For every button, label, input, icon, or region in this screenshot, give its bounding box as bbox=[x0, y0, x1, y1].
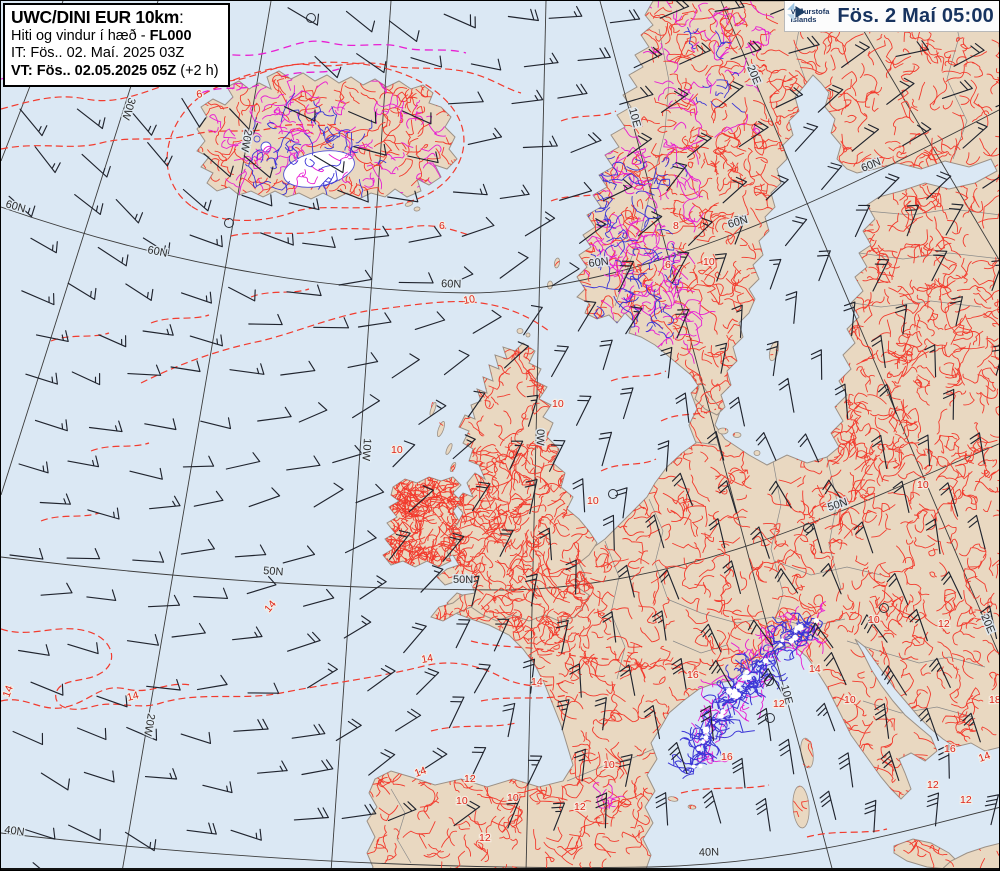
model-title: UWC/DINI EUR 10km: bbox=[11, 7, 184, 27]
isotherm-label: 16 bbox=[721, 751, 733, 763]
map-frame-bottom-bar bbox=[1, 868, 999, 870]
isotherm-label: 12 bbox=[479, 832, 491, 844]
graticule-label: 60N bbox=[4, 198, 27, 215]
isotherm-label: 14 bbox=[531, 676, 543, 688]
vedurstofa-logo-icon bbox=[786, 2, 805, 22]
isotherm-label: 12 bbox=[464, 773, 476, 785]
isotherm-label: 18 bbox=[989, 694, 1000, 706]
graticule-label: 60N bbox=[588, 256, 610, 270]
date-banner: Veðurstofa Íslands Fös. 2 Maí 05:00 bbox=[783, 1, 999, 32]
graticule-label: 60N bbox=[441, 278, 462, 291]
calm-station-circles bbox=[224, 13, 889, 723]
graticule-label: 50N bbox=[453, 574, 473, 586]
isotherm-label: 14 bbox=[413, 764, 428, 779]
isotherm-label: 12 bbox=[574, 801, 586, 813]
isotherm-label: 12 bbox=[960, 794, 972, 806]
isotherm-label: 10 bbox=[462, 293, 476, 307]
isotherm-label: 14 bbox=[262, 598, 279, 615]
alps-snow-cores bbox=[691, 618, 819, 769]
isotherm-label: 10 bbox=[917, 479, 929, 491]
graticule-label: 10W bbox=[359, 438, 373, 462]
isotherm-label: 6 bbox=[665, 259, 671, 271]
graticule-label: 40N bbox=[4, 824, 26, 838]
graticule-label: 50N bbox=[263, 565, 284, 578]
isotherm-label: 12 bbox=[773, 698, 785, 710]
valid-datetime-label: Fös. 2 Maí 05:00 bbox=[837, 4, 994, 27]
graticule-label: 20W bbox=[141, 712, 157, 737]
isotherm-label: 14 bbox=[809, 663, 821, 675]
valid-time-line: VT: Fös.. 02.05.2025 05Z (+2 h) bbox=[11, 62, 219, 79]
isotherm-label: 12 bbox=[927, 779, 939, 791]
isotherm-label: 10 bbox=[868, 614, 880, 626]
isotherm-label: 6 bbox=[439, 220, 445, 232]
isotherm-label: 14 bbox=[1, 684, 16, 699]
graticule-label: 60N bbox=[146, 244, 168, 260]
land-layer bbox=[196, 1, 999, 870]
isotherm-label: 6 bbox=[195, 88, 203, 101]
isotherm-label: 10 bbox=[456, 795, 468, 807]
vedurstofa-wordmark: Veðurstofa Íslands bbox=[790, 6, 830, 24]
chart-info-box: UWC/DINI EUR 10km: Hiti og vindur í hæð … bbox=[3, 3, 230, 88]
graticule-label: 30W bbox=[119, 96, 138, 122]
isotherm-label: 10 bbox=[603, 759, 615, 771]
isotherm-label: 16 bbox=[687, 669, 699, 681]
pyrenees-cold-noise bbox=[675, 762, 753, 790]
isotherm-label: 12 bbox=[938, 618, 950, 630]
iceland-blue-noise bbox=[245, 92, 387, 202]
isotherm-label: 14 bbox=[977, 749, 992, 764]
isotherm-label: 16 bbox=[944, 743, 956, 755]
graticule-label: 10E bbox=[778, 684, 795, 706]
parameter-line: Hiti og vindur í hæð - FL000 bbox=[11, 28, 192, 44]
graticule-labels-layer: 60N60N60N60N60N60N50N50N50N40N40N30W20W2… bbox=[2, 62, 998, 861]
graticule-label: 40N bbox=[699, 846, 720, 859]
isotherm-label: 10 bbox=[703, 256, 715, 268]
wind-barbs-layer bbox=[8, 1, 999, 870]
graticule-label: 20W bbox=[238, 128, 254, 153]
isotherm-label: 10 bbox=[587, 495, 599, 507]
isotherm-label: 10 bbox=[507, 792, 519, 804]
isotherm-label: 10 bbox=[844, 694, 856, 706]
isotherm-label: 10 bbox=[391, 444, 403, 456]
isotherm-label: 14 bbox=[420, 652, 434, 666]
isotherm-label: 10 bbox=[552, 398, 564, 410]
isotherm-label: 14 bbox=[126, 689, 141, 704]
init-time-line: IT: Fös.. 02. Maí. 2025 03Z bbox=[11, 45, 185, 62]
isotherm-label: 8 bbox=[673, 220, 679, 232]
graticule-label: 0W bbox=[534, 429, 546, 446]
